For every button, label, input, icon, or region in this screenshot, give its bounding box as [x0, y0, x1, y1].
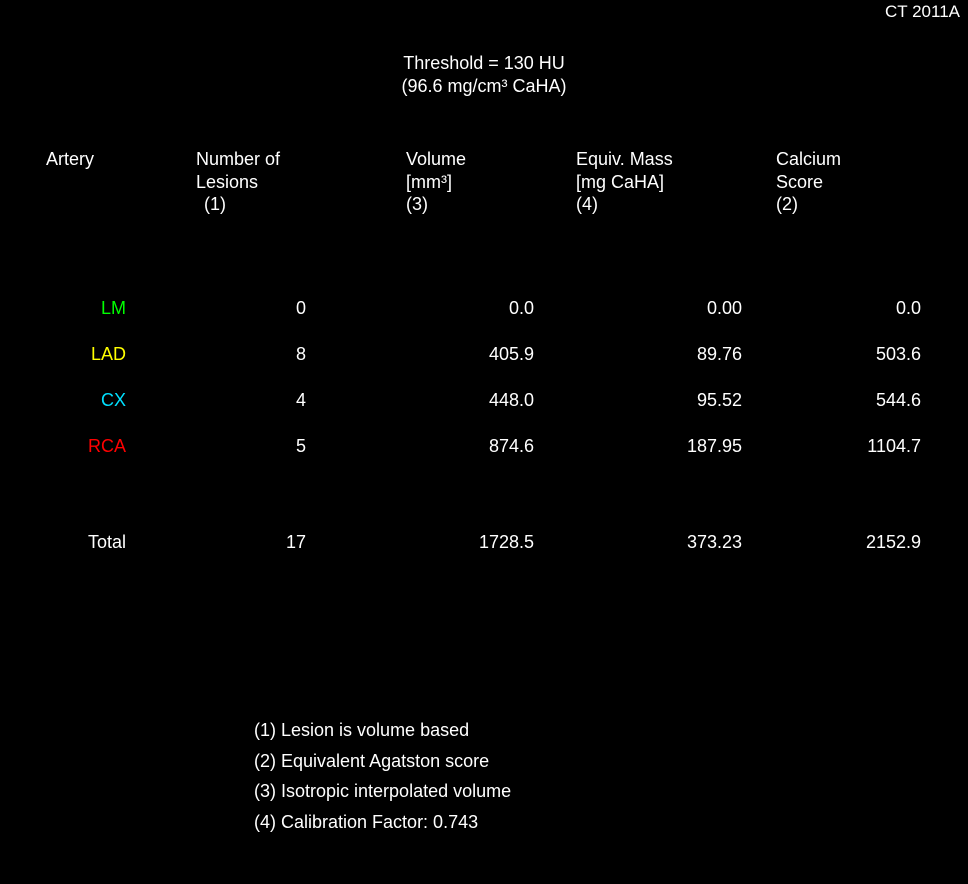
total-label: Total [46, 532, 126, 553]
header-score-l3: (2) [776, 193, 926, 216]
header-mass-l3: (4) [576, 193, 776, 216]
header-artery: Artery [46, 148, 196, 216]
header-score-l2: Score [776, 171, 926, 194]
table-row: LAD8405.989.76503.6 [46, 332, 926, 378]
threshold-line-2: (96.6 mg/cm³ CaHA) [0, 75, 968, 98]
header-score-l1: Calcium [776, 148, 926, 171]
scanner-label: CT 2011A [885, 2, 960, 22]
table-row: LM00.00.000.0 [46, 286, 926, 332]
header-volume-l2: [mm³] [406, 171, 576, 194]
volume-value: 874.6 [306, 436, 534, 457]
lesions-value: 0 [126, 298, 306, 319]
header-score: Calcium Score (2) [776, 148, 926, 216]
lesions-value: 8 [126, 344, 306, 365]
volume-value: 0.0 [306, 298, 534, 319]
header-mass-l2: [mg CaHA] [576, 171, 776, 194]
footnote-2: (2) Equivalent Agatston score [254, 746, 511, 777]
lesions-value: 4 [126, 390, 306, 411]
header-mass-l1: Equiv. Mass [576, 148, 776, 171]
score-value: 544.6 [742, 390, 921, 411]
header-volume-l1: Volume [406, 148, 576, 171]
artery-label-lad: LAD [46, 344, 126, 365]
artery-label-rca: RCA [46, 436, 126, 457]
artery-label-cx: CX [46, 390, 126, 411]
footnote-4: (4) Calibration Factor: 0.743 [254, 807, 511, 838]
total-lesions: 17 [126, 532, 306, 553]
footnote-3: (3) Isotropic interpolated volume [254, 776, 511, 807]
volume-value: 448.0 [306, 390, 534, 411]
total-score: 2152.9 [742, 532, 921, 553]
header-lesions: Number of Lesions (1) [196, 148, 406, 216]
volume-value: 405.9 [306, 344, 534, 365]
score-value: 1104.7 [742, 436, 921, 457]
header-volume: Volume [mm³] (3) [406, 148, 576, 216]
table-row: CX4448.095.52544.6 [46, 378, 926, 424]
table-row: RCA5874.6187.951104.7 [46, 424, 926, 470]
threshold-info: Threshold = 130 HU (96.6 mg/cm³ CaHA) [0, 52, 968, 99]
header-lesions-l1: Number of [196, 148, 406, 171]
header-mass: Equiv. Mass [mg CaHA] (4) [576, 148, 776, 216]
header-artery-l1: Artery [46, 148, 196, 171]
footnotes: (1) Lesion is volume based (2) Equivalen… [254, 715, 511, 837]
table-header-row: Artery Number of Lesions (1) Volume [mm³… [46, 148, 926, 216]
total-row: Total 17 1728.5 373.23 2152.9 [46, 520, 926, 566]
mass-value: 187.95 [534, 436, 742, 457]
artery-label-lm: LM [46, 298, 126, 319]
score-value: 0.0 [742, 298, 921, 319]
header-lesions-l2: Lesions [196, 171, 406, 194]
calcium-score-table: Artery Number of Lesions (1) Volume [mm³… [46, 148, 926, 566]
mass-value: 0.00 [534, 298, 742, 319]
header-volume-l3: (3) [406, 193, 576, 216]
footnote-1: (1) Lesion is volume based [254, 715, 511, 746]
total-volume: 1728.5 [306, 532, 534, 553]
score-value: 503.6 [742, 344, 921, 365]
lesions-value: 5 [126, 436, 306, 457]
header-lesions-l3: (1) [196, 193, 406, 216]
threshold-line-1: Threshold = 130 HU [0, 52, 968, 75]
total-mass: 373.23 [534, 532, 742, 553]
mass-value: 89.76 [534, 344, 742, 365]
mass-value: 95.52 [534, 390, 742, 411]
